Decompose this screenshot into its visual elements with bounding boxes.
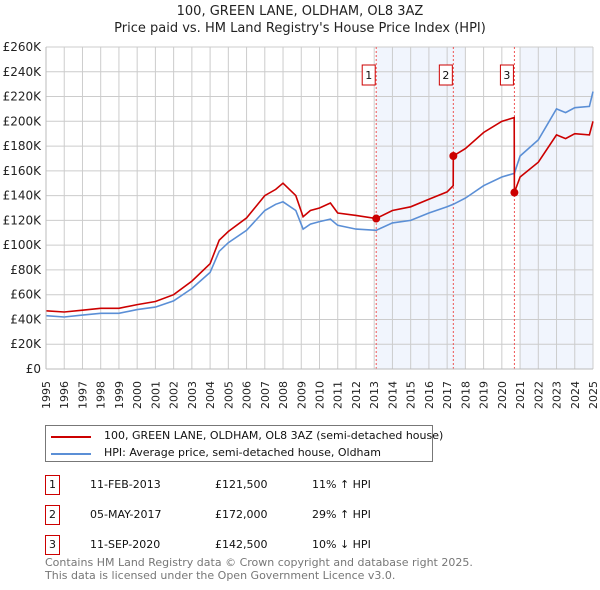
- x-tick-label: 2012: [350, 381, 363, 409]
- x-tick-label: 2007: [259, 381, 272, 409]
- y-tick-label: £240K: [3, 65, 43, 79]
- x-tick-label: 1998: [95, 381, 108, 409]
- footer-licence: This data is licensed under the Open Gov…: [45, 569, 396, 582]
- sale-label: 1: [365, 69, 372, 82]
- sale-label-box: [361, 64, 376, 86]
- x-tick-label: 2002: [168, 381, 181, 409]
- sale-label: 3: [503, 69, 510, 82]
- transaction-marker: 2: [45, 505, 60, 525]
- sale-label-box: [499, 64, 514, 86]
- x-tick-label: 2025: [587, 381, 600, 409]
- transaction-date: 11-FEB-2013: [90, 478, 161, 491]
- x-tick-label: 2015: [405, 381, 418, 409]
- x-tick-label: 1997: [76, 381, 89, 409]
- transaction-price: £172,000: [215, 508, 268, 521]
- footer-copyright: Contains HM Land Registry data © Crown c…: [45, 556, 473, 569]
- sale-point: [510, 188, 519, 197]
- y-tick-label: £0: [26, 362, 41, 376]
- sale-label-box: [438, 64, 453, 86]
- shaded-region: [376, 47, 466, 369]
- x-tick-label: 2021: [514, 381, 527, 409]
- chart-subtitle: Price paid vs. HM Land Registry's House …: [114, 21, 486, 36]
- transaction-date: 11-SEP-2020: [90, 538, 161, 551]
- x-tick-label: 2003: [186, 381, 199, 409]
- x-tick-label: 2009: [295, 381, 308, 409]
- x-tick-label: 1996: [58, 381, 71, 409]
- x-tick-label: 2000: [131, 381, 144, 409]
- chart-title: 100, GREEN LANE, OLDHAM, OL8 3AZ: [176, 4, 424, 19]
- x-tick-label: 2017: [441, 381, 454, 409]
- x-tick-label: 1999: [113, 381, 126, 409]
- transaction-hpi-delta: 10% ↓ HPI: [312, 538, 371, 551]
- transaction-price: £121,500: [215, 478, 268, 491]
- y-tick-label: £200K: [3, 114, 43, 128]
- y-tick-label: £60K: [10, 288, 42, 302]
- x-tick-label: 2011: [332, 381, 345, 409]
- transaction-date: 05-MAY-2017: [90, 508, 162, 521]
- legend-swatch-property: [51, 436, 91, 438]
- y-tick-label: £160K: [3, 164, 43, 178]
- sale-point: [449, 151, 458, 160]
- transaction-row: 1 11-FEB-2013 £121,500 11% ↑ HPI: [45, 475, 445, 495]
- x-tick-label: 2023: [551, 381, 564, 409]
- x-tick-label: 2022: [532, 381, 545, 409]
- legend-label-property: 100, GREEN LANE, OLDHAM, OL8 3AZ (semi-d…: [104, 429, 444, 442]
- x-tick-label: 2013: [368, 381, 381, 409]
- x-tick-label: 2019: [478, 381, 491, 409]
- transaction-marker: 1: [45, 475, 60, 495]
- price-chart: £0 £20K £40K £60K £80K £100K £120K £140K £160K £1…: [3, 40, 600, 409]
- x-tick-label: 2004: [204, 381, 217, 409]
- legend-swatch-hpi: [51, 453, 91, 455]
- x-tick-label: 2014: [386, 381, 399, 409]
- y-tick-label: £80K: [10, 263, 42, 277]
- y-tick-label: £40K: [10, 312, 42, 326]
- y-tick-label: £140K: [3, 189, 43, 203]
- legend: 100, GREEN LANE, OLDHAM, OL8 3AZ (semi-d…: [45, 425, 443, 462]
- transaction-marker: 3: [45, 535, 60, 555]
- x-tick-label: 2008: [277, 381, 290, 409]
- series-line: [45, 91, 594, 318]
- sale-label: 2: [442, 69, 449, 82]
- transaction-row: 2 05-MAY-2017 £172,000 29% ↑ HPI: [45, 505, 445, 525]
- y-tick-label: £20K: [10, 337, 42, 351]
- transaction-hpi-delta: 11% ↑ HPI: [312, 478, 371, 491]
- y-tick-label: £180K: [3, 139, 43, 153]
- transaction-hpi-delta: 29% ↑ HPI: [312, 508, 371, 521]
- x-tick-label: 2024: [569, 381, 582, 409]
- x-tick-label: 1995: [40, 381, 53, 409]
- x-tick-label: 2005: [222, 381, 235, 409]
- x-tick-label: 2010: [314, 381, 327, 409]
- x-tick-label: 2016: [423, 381, 436, 409]
- y-tick-label: £220K: [3, 90, 43, 104]
- y-tick-label: £120K: [3, 213, 43, 227]
- x-tick-label: 2001: [149, 381, 162, 409]
- transaction-row: 3 11-SEP-2020 £142,500 10% ↓ HPI: [45, 535, 445, 555]
- x-tick-label: 2018: [459, 381, 472, 409]
- y-tick-label: £260K: [3, 40, 43, 54]
- x-tick-label: 2006: [241, 381, 254, 409]
- sale-point: [372, 214, 381, 223]
- x-tick-label: 2020: [496, 381, 509, 409]
- y-tick-label: £100K: [3, 238, 43, 252]
- legend-label-hpi: HPI: Average price, semi-detached house,…: [104, 446, 381, 459]
- transaction-price: £142,500: [215, 538, 268, 551]
